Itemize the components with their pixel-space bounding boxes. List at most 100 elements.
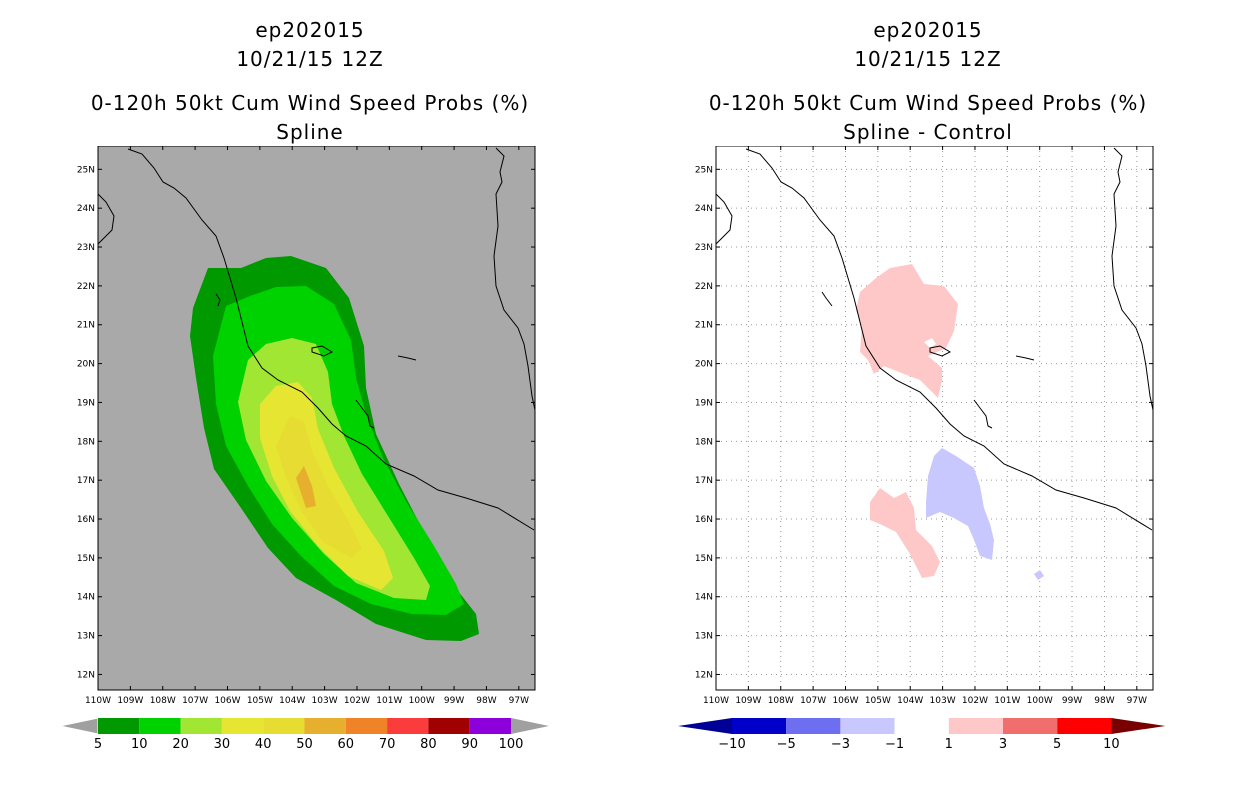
- right-date: 10/21/15 12Z: [854, 47, 1002, 71]
- lat-label: 24N: [77, 204, 95, 214]
- lat-label: 16N: [77, 515, 95, 525]
- lon-label: 99W: [444, 696, 464, 706]
- colorbar-label: −3: [831, 737, 850, 752]
- lat-label: 22N: [77, 282, 95, 292]
- lon-label: 99W: [1062, 696, 1082, 706]
- colorbar-cell: [304, 718, 346, 734]
- right-title: ep202015 10/21/15 12Z 0-120h 50kt Cum Wi…: [648, 16, 1208, 147]
- colorbar-cell: [469, 718, 511, 734]
- colorbar-cell: [786, 718, 841, 734]
- right-storm-id: ep202015: [873, 18, 983, 42]
- colorbar-label: 50: [296, 737, 313, 752]
- right-lon-axis: 110W 109W 108W 107W 106W 105W 104W 103W 102W 101W…: [703, 146, 1147, 706]
- left-coastlines: [97, 147, 536, 531]
- lat-label: 20N: [695, 360, 713, 370]
- colorbar-cell: [345, 718, 388, 734]
- colorbar-cell: [840, 718, 895, 734]
- positive-diff-south: [870, 488, 940, 578]
- lon-label: 105W: [865, 696, 891, 706]
- colorbar-label: 5: [94, 737, 102, 752]
- lon-label: 109W: [735, 696, 761, 706]
- lon-label: 109W: [117, 696, 143, 706]
- left-map: 12N 13N 14N 15N 16N 17N 18N 19N 20N 21N 22N 23N 24N 2…: [66, 146, 546, 706]
- left-title: ep202015 10/21/15 12Z 0-120h 50kt Cum Wi…: [30, 16, 590, 147]
- right-map-background: [716, 146, 1153, 690]
- lat-label: 12N: [77, 670, 95, 680]
- colorbar-label: 10: [1103, 737, 1120, 752]
- lat-label: 24N: [695, 204, 713, 214]
- colorbar-low-arrow: [59, 717, 99, 735]
- lat-label: 20N: [77, 360, 95, 370]
- colorbar-cell: [428, 718, 470, 734]
- colorbar-label: 1: [945, 737, 953, 752]
- lat-label: 15N: [695, 554, 713, 564]
- colorbar-cell: [221, 718, 264, 734]
- right-product: 0-120h 50kt Cum Wind Speed Probs (%): [708, 91, 1148, 115]
- right-map: 12N 13N 14N 15N 16N 17N 18N 19N 20N 21N 22N 23N 24N 2…: [684, 146, 1164, 706]
- colorbar-label: −5: [777, 737, 796, 752]
- left-lon-axis: 110W 109W 108W 107W 106W 105W 104W 103W 102W 101W…: [85, 146, 529, 706]
- colorbar-label: 10: [131, 737, 148, 752]
- colorbar-high-arrow: [1111, 718, 1166, 734]
- lon-label: 106W: [832, 696, 858, 706]
- colorbar-high-arrow: [511, 718, 549, 734]
- lon-label: 103W: [312, 696, 338, 706]
- lon-label: 108W: [150, 696, 176, 706]
- lon-label: 97W: [1127, 696, 1147, 706]
- lon-label: 104W: [279, 696, 305, 706]
- contour-40: [276, 416, 362, 558]
- lat-label: 16N: [695, 515, 713, 525]
- lon-label: 100W: [1027, 696, 1053, 706]
- colorbar-label: 3: [999, 737, 1007, 752]
- colorbar-cell: [98, 718, 140, 734]
- right-coastlines: [715, 147, 1154, 531]
- colorbar-cell: [894, 718, 949, 734]
- lat-label: 14N: [695, 593, 713, 603]
- lat-label: 23N: [695, 243, 713, 253]
- lat-label: 13N: [695, 632, 713, 642]
- lon-label: 100W: [409, 696, 435, 706]
- lon-label: 106W: [214, 696, 240, 706]
- lon-label: 103W: [930, 696, 956, 706]
- colorbar-label: 70: [379, 737, 396, 752]
- lon-label: 101W: [376, 696, 402, 706]
- lon-label: 110W: [703, 696, 729, 706]
- right-method: Spline - Control: [843, 120, 1013, 144]
- lon-label: 97W: [509, 696, 529, 706]
- lat-label: 19N: [77, 398, 95, 408]
- lon-label: 101W: [994, 696, 1020, 706]
- lon-label: 107W: [800, 696, 826, 706]
- lat-label: 25N: [77, 165, 95, 175]
- colorbar-label: 30: [214, 737, 231, 752]
- lat-label: 19N: [695, 398, 713, 408]
- lat-label: 18N: [77, 437, 95, 447]
- colorbar-cell: [387, 718, 429, 734]
- colorbar-label: 40: [255, 737, 272, 752]
- lat-label: 17N: [77, 476, 95, 486]
- left-method: Spline: [276, 120, 344, 144]
- colorbar-label: 100: [499, 737, 524, 752]
- left-lat-axis: 12N 13N 14N 15N 16N 17N 18N 19N 20N 21N 22N 23N 24N 2…: [77, 165, 535, 680]
- colorbar-label: 60: [338, 737, 355, 752]
- lon-label: 108W: [768, 696, 794, 706]
- lon-label: 107W: [182, 696, 208, 706]
- positive-diff-north: [856, 264, 958, 398]
- colorbar-label: 20: [172, 737, 189, 752]
- lat-label: 14N: [77, 593, 95, 603]
- left-storm-id: ep202015: [255, 18, 365, 42]
- colorbar-low-arrow: [678, 718, 732, 734]
- colorbar-cell: [1003, 718, 1058, 734]
- lon-label: 98W: [1094, 696, 1114, 706]
- colorbar-label: −10: [718, 737, 745, 752]
- lon-label: 104W: [897, 696, 923, 706]
- colorbar-cell: [139, 718, 181, 734]
- right-colorbar: −10 −5 −3 −1 1 3 5 10: [676, 716, 1176, 756]
- colorbar-cell: [948, 718, 1003, 734]
- lat-label: 13N: [77, 632, 95, 642]
- lon-label: 110W: [85, 696, 111, 706]
- lat-label: 21N: [695, 321, 713, 331]
- negative-diff-small: [1034, 570, 1044, 580]
- colorbar-label: −1: [885, 737, 904, 752]
- colorbar-cell: [263, 718, 305, 734]
- left-date: 10/21/15 12Z: [236, 47, 384, 71]
